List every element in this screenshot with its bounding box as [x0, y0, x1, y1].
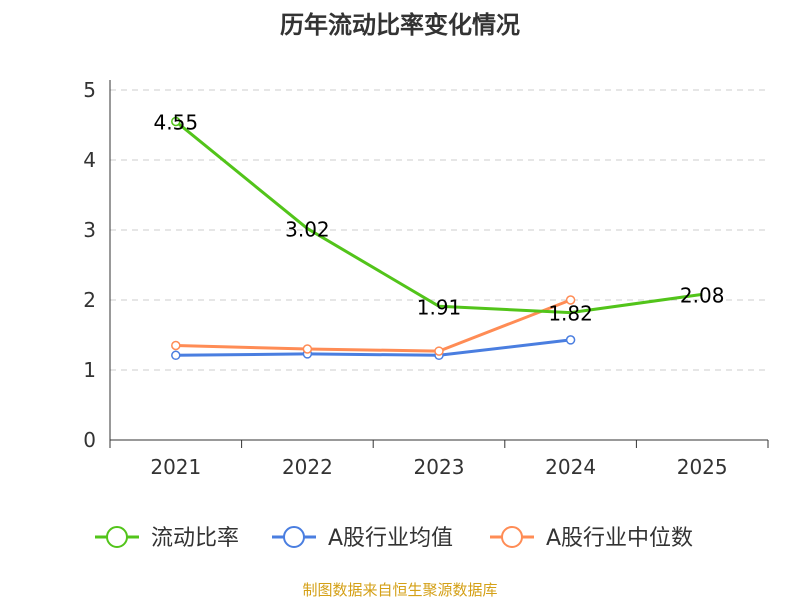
x-tick-label: 2024 [545, 455, 596, 479]
y-tick-label: 0 [83, 428, 96, 452]
data-point [171, 116, 181, 127]
chart-title: 历年流动比率变化情况 [280, 11, 520, 39]
data-label: 1.82 [548, 302, 593, 326]
data-point [302, 344, 313, 354]
legend-marker-icon [106, 526, 128, 548]
y-tick-label: 3 [83, 218, 96, 242]
data-point [565, 335, 576, 345]
y-tick-label: 1 [83, 358, 96, 382]
series-line-2 [175, 298, 572, 353]
y-tick-label: 4 [83, 148, 96, 172]
x-tick-label: 2025 [677, 455, 728, 479]
legend-marker-icon [501, 526, 523, 548]
y-tick-label: 5 [83, 78, 96, 102]
x-tick-label: 2022 [282, 455, 333, 479]
legend-label: A股行业均值 [328, 526, 453, 551]
legend-marker-icon [283, 526, 305, 548]
series-line-1 [175, 338, 571, 357]
data-label: 1.91 [417, 295, 462, 319]
data-point [171, 350, 181, 361]
data-point [171, 340, 181, 351]
x-tick-label: 2021 [150, 455, 201, 479]
data-label: 2.08 [680, 283, 725, 307]
legend-label: A股行业中位数 [546, 526, 693, 551]
legend-label: 流动比率 [151, 526, 239, 551]
source-footer: 制图数据来自恒生聚源数据库 [302, 581, 497, 599]
data-label: 3.02 [285, 218, 330, 242]
data-label: 4.55 [154, 111, 199, 135]
data-point [565, 295, 576, 305]
series-line-0 [174, 120, 703, 315]
x-tick-label: 2023 [414, 455, 465, 479]
data-point [434, 346, 444, 356]
y-tick-label: 2 [83, 288, 96, 312]
